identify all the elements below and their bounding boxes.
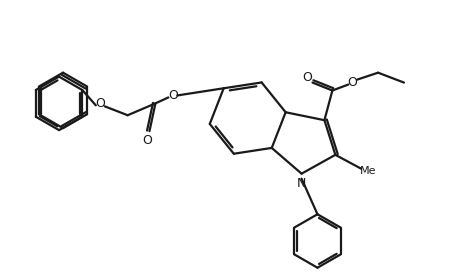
Text: Me: Me <box>359 166 375 176</box>
Text: O: O <box>95 97 105 110</box>
Text: O: O <box>347 76 357 89</box>
Text: N: N <box>296 177 306 190</box>
Text: O: O <box>302 71 312 84</box>
Text: O: O <box>142 134 152 148</box>
Text: O: O <box>168 89 178 102</box>
